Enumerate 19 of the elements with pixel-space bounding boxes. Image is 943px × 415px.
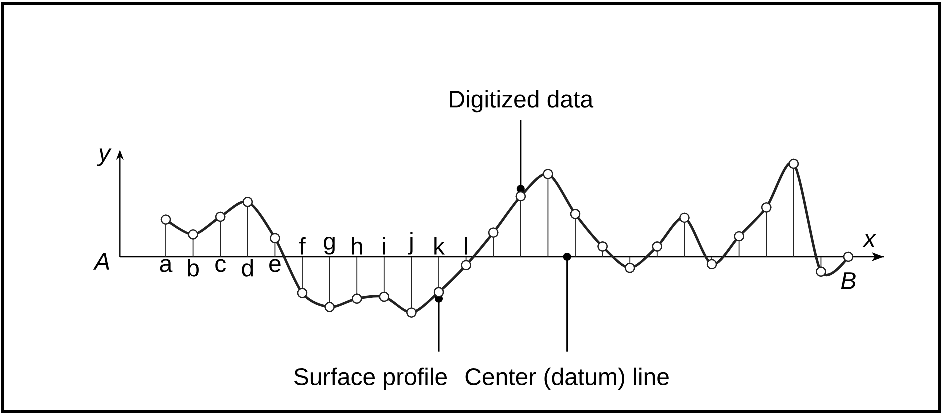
y-axis-title: y <box>97 148 112 166</box>
x-tick-label: i <box>383 237 386 255</box>
x-tick-label: k <box>434 237 446 255</box>
text: Surface profile <box>294 368 448 390</box>
x-tick-label: l <box>465 237 468 255</box>
text: A <box>93 253 110 270</box>
x-tick-label: h <box>352 237 362 255</box>
x-tick-label: a <box>160 259 173 272</box>
x-tick-label: c <box>216 259 226 272</box>
x-tick-label: b <box>188 259 199 277</box>
x-axis-title: x <box>862 234 877 247</box>
x-tick-label: f <box>300 237 306 255</box>
x-tick-label: j <box>408 232 413 255</box>
x-tick-label: g <box>324 236 335 255</box>
annotation: B <box>841 272 856 290</box>
text: Digitized data <box>450 90 594 113</box>
x-tick-label: d <box>242 259 254 277</box>
x-tick-label: e <box>270 259 281 272</box>
text: Center (datum) line <box>466 368 669 390</box>
